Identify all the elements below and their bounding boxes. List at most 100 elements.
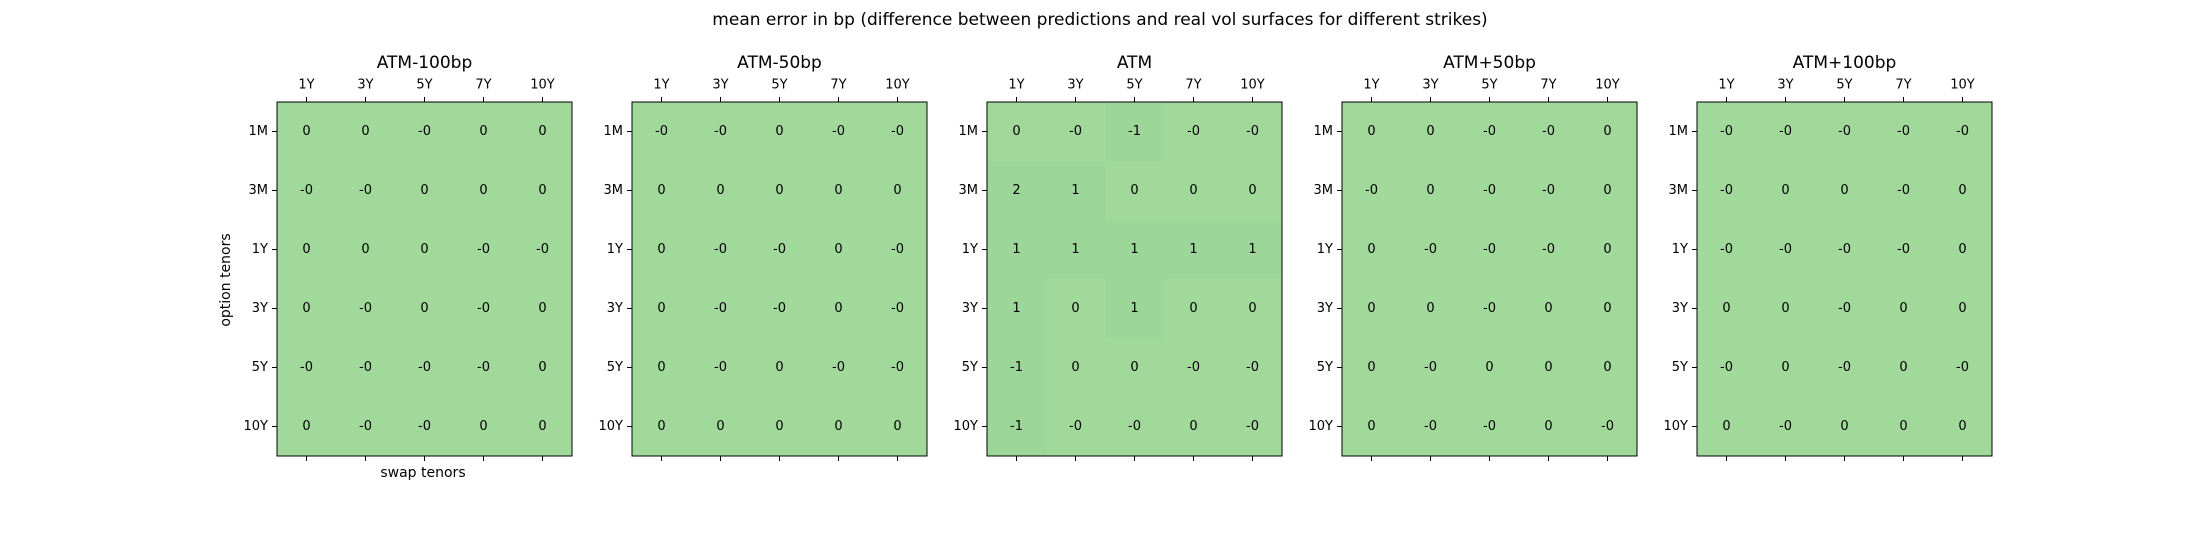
heatmap-cell [987,279,1046,338]
cell-value-label: -0 [1483,242,1496,257]
heatmap-cell [513,397,572,456]
cell-value-label: 0 [538,419,546,434]
cell-value-label: 1 [1012,301,1020,316]
y-tick-label: 3Y [607,301,623,316]
cell-value-label: 0 [1426,124,1434,139]
heatmap-cell [513,102,572,161]
cell-value-label: 0 [538,183,546,198]
heatmap-cell [1815,338,1874,397]
heatmap-cell [395,220,454,279]
cell-value-label: -0 [1779,242,1792,257]
cell-value-label: -0 [1424,242,1437,257]
y-tick-label: 10Y [1664,419,1689,434]
cell-value-label: 1 [1248,242,1256,257]
cell-value-label: 0 [1899,419,1907,434]
cell-value-label: -1 [1128,124,1141,139]
heatmap-cell [1697,161,1756,220]
heatmap-cell [1046,338,1105,397]
cell-value-label: 0 [1722,301,1730,316]
heatmap-panel: -0 -0 -0 -0 -0 -0 0 0 -0 0 -0 -0 -0 -0 0 0 0 -0 0 0 -0 0 -0 0 -0… [1664,53,1993,461]
panel-title: ATM-100bp [377,53,473,73]
cell-value-label: 0 [1189,301,1197,316]
heatmap-panel: 0 0 -0 0 0 -0 -0 0 0 0 0 0 0 -0 -0 0 -0 0 -0 0 -0 -0 -0 -0 0 0 -0 -… [244,53,573,461]
heatmap-cell [1578,102,1637,161]
heatmap-cell [1874,220,1933,279]
heatmap-cell [1874,161,1933,220]
x-tick-label: 3Y [357,78,373,93]
heatmap-cell [1401,161,1460,220]
heatmap-cell [1519,161,1578,220]
cell-value-label: 0 [1603,242,1611,257]
cell-value-label: 0 [775,124,783,139]
cell-value-label: 0 [834,301,842,316]
y-tick-label: 3Y [252,301,268,316]
x-tick-label: 1Y [298,78,314,93]
heatmap-cell [277,220,336,279]
cell-value-label: 0 [361,124,369,139]
heatmap-cell [454,220,513,279]
heatmap-cell [1815,397,1874,456]
cell-value-label: 0 [538,301,546,316]
heatmap-cell [1697,338,1756,397]
heatmap-cell [454,338,513,397]
cell-value-label: -0 [359,360,372,375]
cell-value-label: 0 [1071,301,1079,316]
heatmap-cell [691,161,750,220]
heatmap-cell [395,338,454,397]
cell-value-label: 0 [302,301,310,316]
heatmap-cell [987,161,1046,220]
heatmap-cell [1105,279,1164,338]
cell-value-label: -0 [1897,183,1910,198]
cell-value-label: 0 [1958,301,1966,316]
cell-value-label: -0 [1956,360,1969,375]
figure-title: mean error in bp (difference between pre… [712,10,1487,30]
x-tick-label: 5Y [771,78,787,93]
heatmap-cell [336,102,395,161]
cell-value-label: -0 [1424,419,1437,434]
cell-value-label: -0 [1246,360,1259,375]
heatmap-cell [277,279,336,338]
cell-value-label: -0 [832,360,845,375]
cell-value-label: -0 [1542,183,1555,198]
y-tick-label: 10Y [599,419,624,434]
heatmap-cell [454,102,513,161]
cell-value-label: -0 [655,124,668,139]
y-tick-label: 5Y [607,360,623,375]
heatmap-cell [1874,102,1933,161]
heatmap-cell [336,220,395,279]
cell-value-label: -0 [359,183,372,198]
y-tick-label: 3M [1669,183,1689,198]
heatmap-cell [1105,161,1164,220]
cell-value-label: -0 [300,360,313,375]
y-axis-label: option tenors [218,233,234,326]
cell-value-label: -0 [1246,419,1259,434]
heatmap-cell [1697,279,1756,338]
cell-value-label: 0 [834,419,842,434]
y-tick-label: 3Y [1317,301,1333,316]
cell-value-label: 0 [1781,183,1789,198]
cell-value-label: 0 [302,124,310,139]
y-tick-label: 1M [249,124,269,139]
x-axis-label: swap tenors [380,465,465,481]
cell-value-label: 0 [538,360,546,375]
heatmap-cell [1164,279,1223,338]
heatmap-cell [868,279,927,338]
cell-value-label: 0 [1426,183,1434,198]
panel-title: ATM+50bp [1443,53,1536,73]
heatmap-cell [1933,161,1992,220]
cell-value-label: 0 [893,419,901,434]
cell-value-label: -0 [477,360,490,375]
cell-value-label: 0 [1189,183,1197,198]
heatmap-cell [809,220,868,279]
heatmap-cell [1460,397,1519,456]
y-tick-label: 1M [1669,124,1689,139]
heatmap-cell [1697,220,1756,279]
cell-value-label: 0 [420,242,428,257]
x-tick-label: 1Y [1363,78,1379,93]
cell-value-label: 0 [1899,360,1907,375]
heatmap-cell [1401,220,1460,279]
cell-value-label: -1 [1010,419,1023,434]
y-tick-label: 1M [959,124,979,139]
heatmap-cell [1105,220,1164,279]
